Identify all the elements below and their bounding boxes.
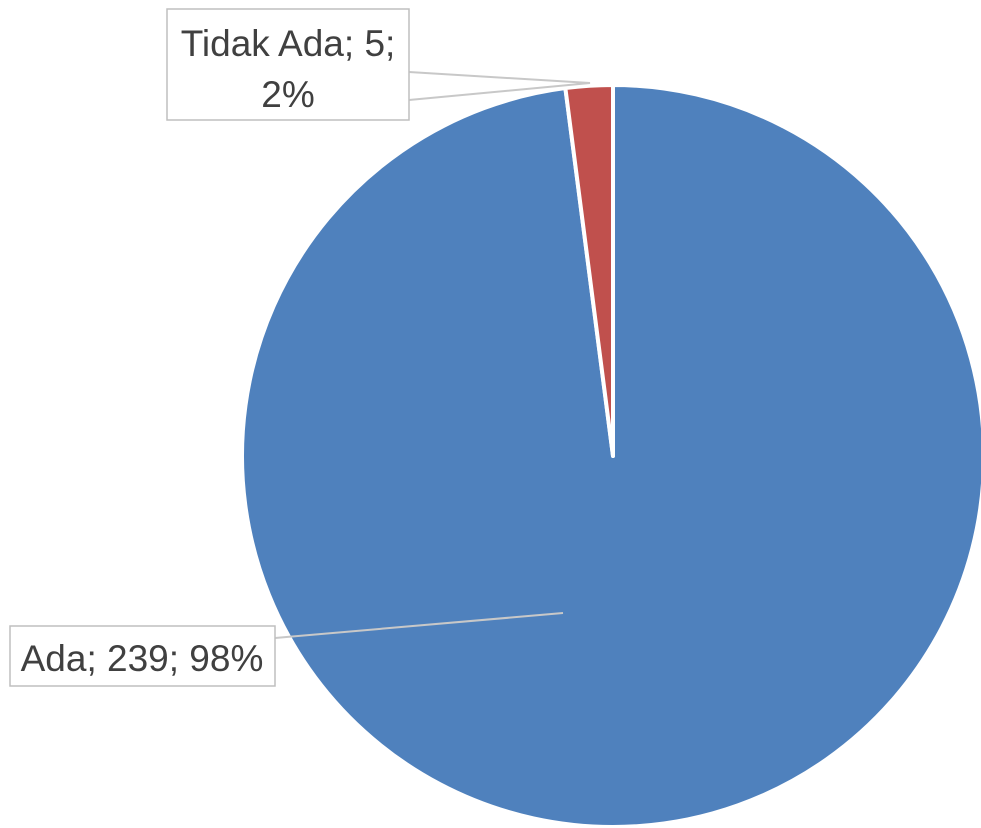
leader-line-ada [274,612,564,639]
pie-slice-tidak-ada [563,83,615,458]
label-text-tidak-ada-line1: Tidak Ada; 5; [181,23,396,64]
data-label-ada: Ada; 239; 98% [9,612,564,687]
label-text-tidak-ada-line2: 2% [261,74,314,115]
data-label-tidak-ada: Tidak Ada; 5; 2% [166,8,591,121]
leader-line-tidak-ada [408,71,591,101]
label-box-ada [9,625,276,687]
label-box-tidak-ada [166,8,410,121]
label-text-ada: Ada; 239; 98% [21,638,264,679]
pie-slices [240,83,981,828]
